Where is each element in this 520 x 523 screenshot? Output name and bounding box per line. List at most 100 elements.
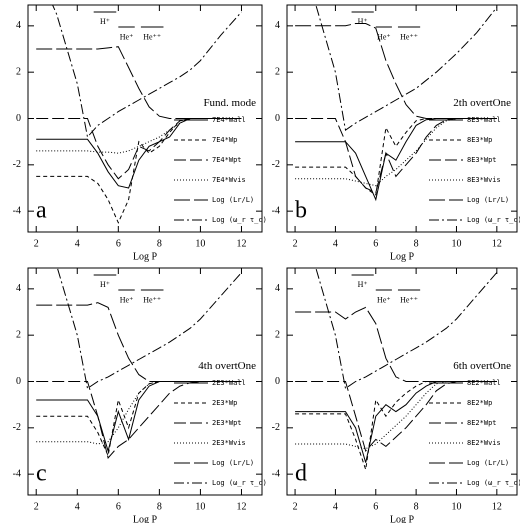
- mode-label: 2th overtOne: [453, 97, 511, 109]
- x-tick-label: 6: [116, 501, 121, 512]
- series-line: [295, 306, 497, 382]
- x-tick-label: 10: [195, 501, 205, 512]
- x-tick-label: 4: [333, 238, 338, 249]
- series-line: [295, 23, 497, 119]
- x-tick-label: 10: [451, 238, 461, 249]
- y-tick-label: 2: [16, 66, 21, 77]
- series-line: [295, 118, 497, 194]
- legend-label: Log (ω_r τ_c): [467, 216, 520, 224]
- series-line: [36, 381, 242, 459]
- y-tick-label: 4: [275, 283, 280, 294]
- panel: 2 4 6 8 10 12 -4 -2 0 2 4 Log P 8E2*Wall 8E2*Wp 8E2*Wp…: [272, 267, 520, 523]
- x-tick-label: 12: [236, 501, 246, 512]
- y-tick-label: -2: [13, 159, 21, 170]
- annotation: He⁺⁺: [143, 295, 161, 304]
- legend-label: Log (Lr/L): [467, 459, 509, 467]
- legend-label: 8E3*Wvis: [467, 176, 501, 184]
- y-tick-label: 4: [275, 20, 280, 31]
- annotation: He⁺: [377, 295, 391, 304]
- series-line: [36, 118, 242, 224]
- legend-label: 2E3*Wvis: [212, 439, 246, 447]
- mode-label: 6th overtOne: [453, 360, 511, 372]
- legend-label: Log (ω_r τ_c): [212, 216, 267, 224]
- x-tick-label: 12: [492, 501, 502, 512]
- legend-label: 8E2*Wvis: [467, 439, 501, 447]
- x-tick-label: 6: [116, 238, 121, 249]
- legend-label: 7E4*Wall: [212, 116, 246, 124]
- series-line: [56, 268, 242, 390]
- annotation: He⁺: [120, 295, 134, 304]
- legend-label: Log (Lr/L): [467, 196, 509, 204]
- series-line: [36, 302, 242, 382]
- legend-label: Log (Lr/L): [212, 459, 254, 467]
- legend-label: 8E3*Wall: [467, 116, 501, 124]
- x-tick-label: 6: [373, 501, 378, 512]
- y-tick-label: 0: [275, 113, 280, 124]
- x-tick-label: 10: [195, 238, 205, 249]
- y-tick-label: -2: [272, 422, 280, 433]
- y-tick-label: -4: [13, 205, 21, 216]
- series-line: [36, 118, 242, 189]
- annotation: He⁺⁺: [143, 32, 161, 41]
- panel-label: c: [36, 461, 47, 487]
- y-tick-label: 0: [275, 376, 280, 387]
- x-tick-label: 2: [293, 501, 298, 512]
- panel: 2 4 6 8 10 12 -4 -2 0 2 4 Log P 2E3*Wall 2E3*Wp 2E3*Wp…: [13, 267, 267, 523]
- series-line: [36, 381, 242, 458]
- x-tick-label: 12: [492, 238, 502, 249]
- annotation: H⁺: [100, 17, 110, 26]
- y-tick-label: -4: [272, 205, 280, 216]
- annotation: H⁺: [358, 17, 368, 26]
- legend-label: 7E4*Wvis: [212, 176, 246, 184]
- panel: 2 4 6 8 10 12 -4 -2 0 2 4 Log P 7E4*Wall 7E4*Wp 7E4*Wp…: [13, 4, 267, 262]
- annotation: H⁺: [358, 280, 368, 289]
- y-tick-label: 2: [275, 329, 280, 340]
- x-tick-label: 6: [373, 238, 378, 249]
- legend-label: 8E3*Wp: [467, 136, 492, 144]
- x-tick-label: 2: [34, 501, 39, 512]
- series-line: [315, 268, 498, 390]
- panel: 2 4 6 8 10 12 -4 -2 0 2 4 Log P 8E3*Wall 8E3*Wp 8E3*Wp…: [272, 4, 520, 262]
- series-line: [36, 118, 242, 180]
- y-tick-label: 4: [16, 283, 21, 294]
- y-tick-label: 0: [16, 376, 21, 387]
- x-tick-label: 4: [75, 501, 80, 512]
- panel-label: a: [36, 198, 47, 224]
- legend-label: 2E3*Wp: [212, 399, 237, 407]
- series-line: [36, 381, 242, 445]
- x-tick-label: 2: [293, 238, 298, 249]
- series-line: [36, 46, 242, 119]
- x-tick-label: 8: [157, 238, 162, 249]
- legend-label: 7E4*Wpt: [212, 156, 242, 164]
- legend-label: 8E2*Wall: [467, 379, 501, 387]
- y-tick-label: -2: [13, 422, 21, 433]
- x-axis-label: Log P: [133, 514, 158, 523]
- legend-label: Log (ω_r τ_c): [467, 479, 520, 487]
- legend-label: Log (ω_r τ_c): [212, 479, 267, 487]
- y-tick-label: -2: [272, 159, 280, 170]
- mode-label: 4th overtOne: [198, 360, 256, 372]
- y-tick-label: 4: [16, 20, 21, 31]
- legend-label: Log (Lr/L): [212, 196, 254, 204]
- y-tick-label: 0: [16, 113, 21, 124]
- x-tick-label: 4: [75, 238, 80, 249]
- x-axis-label: Log P: [133, 251, 158, 262]
- annotation: He⁺: [377, 32, 391, 41]
- legend-label: 7E4*Wp: [212, 136, 237, 144]
- y-tick-label: 2: [16, 329, 21, 340]
- annotation: H⁺: [100, 280, 110, 289]
- x-tick-label: 12: [236, 238, 246, 249]
- x-tick-label: 2: [34, 238, 39, 249]
- y-tick-label: -4: [13, 468, 21, 479]
- x-tick-label: 8: [414, 238, 419, 249]
- mode-label: Fund. mode: [203, 97, 256, 109]
- curves: [36, 5, 242, 224]
- panel-label: b: [295, 198, 307, 224]
- annotation: He⁺: [120, 32, 134, 41]
- legend-label: 2E3*Wpt: [212, 419, 242, 427]
- annotation: He⁺⁺: [400, 32, 418, 41]
- curves: [36, 268, 242, 459]
- x-tick-label: 10: [451, 501, 461, 512]
- legend-label: 8E3*Wpt: [467, 156, 497, 164]
- panel-label: d: [295, 461, 307, 487]
